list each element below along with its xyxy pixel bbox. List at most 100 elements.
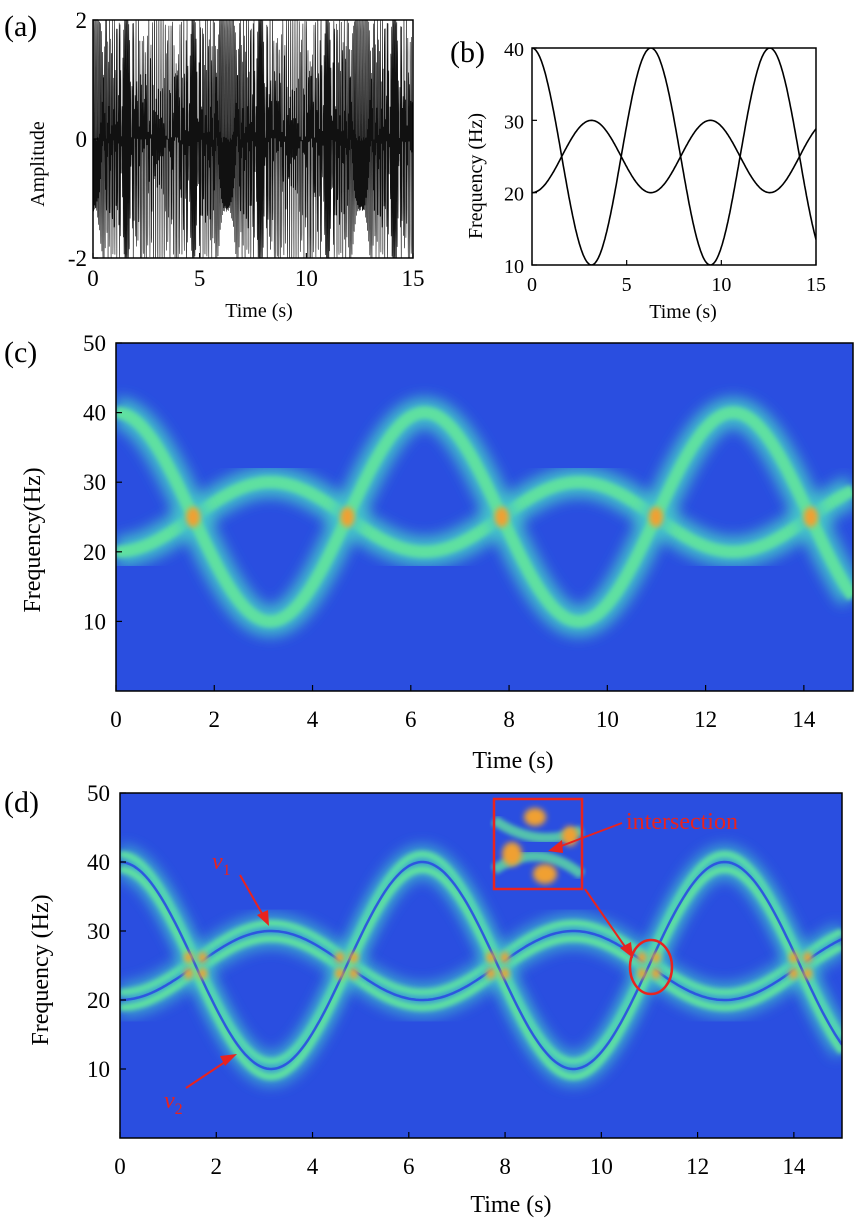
d-ytick-label: 10 [87, 1057, 110, 1082]
d-ytick-label: 40 [87, 850, 110, 875]
intersection-inset [491, 797, 586, 891]
d-intersection-hotspot [500, 968, 510, 979]
arrowhead-v2 [220, 1054, 237, 1066]
arrow-inset-link [584, 888, 629, 952]
d-xtick-label: 12 [686, 1154, 709, 1179]
ylabel-b: Frequency (Hz) [465, 113, 487, 239]
a-ytick-label: 2 [76, 8, 88, 33]
d-intersection-hotspot [637, 968, 647, 979]
c-xtick-label: 0 [110, 707, 122, 732]
c-xtick-label: 2 [209, 707, 221, 732]
a-xtick-label: 10 [295, 266, 318, 291]
b-ytick-label: 10 [504, 256, 524, 278]
d-xtick-label: 10 [590, 1154, 613, 1179]
inset-hotspot [524, 808, 546, 826]
panel-d: (d) 0 2 4 6 8 10 12 14 10 20 30 40 50 Time (s) Frequ… [4, 781, 843, 1218]
d-ytick-label: 20 [87, 988, 110, 1013]
c-xtick-label: 10 [596, 707, 619, 732]
xlabel-a: Time (s) [225, 300, 293, 322]
d-ytick-label: 30 [87, 919, 110, 944]
d-intersection-hotspot [198, 968, 208, 979]
c-xtick-label: 4 [307, 707, 319, 732]
a-xtick-label: 5 [194, 266, 206, 291]
arrowhead-intersection [548, 840, 563, 853]
arrowhead-v1 [257, 910, 269, 926]
ridge-v2-1 [120, 866, 842, 1081]
c-xtick-label: 6 [405, 707, 417, 732]
d-intersection-hotspot [651, 968, 661, 979]
d-xtick-label: 4 [307, 1154, 319, 1179]
d-intersection-hotspot [637, 952, 647, 963]
d-intersection-hotspot [803, 968, 813, 979]
signal-line [93, 20, 413, 258]
intersection-circle [628, 938, 674, 996]
ridge-gap-v2 [120, 860, 842, 1071]
inset-frame [492, 797, 584, 891]
c-ytick-label: 40 [83, 401, 106, 426]
if-curve-v1 [532, 119, 816, 194]
a-ytick-label: 0 [76, 127, 88, 152]
panel-label-c: (c) [4, 336, 37, 369]
d-intersection-hotspot [651, 952, 661, 963]
b-ytick-label: 40 [504, 39, 524, 61]
signal-waveform [93, 20, 413, 258]
a-xtick-label: 15 [402, 266, 425, 291]
panel-c: (c) 0 2 4 6 8 10 12 14 10 20 30 40 50 Time (s) Frequ… [4, 331, 854, 774]
panel-label-a: (a) [4, 10, 37, 43]
d-intersection-hotspot [349, 968, 359, 979]
ylabel-a: Amplitude [27, 121, 49, 207]
c-ytick-label: 20 [83, 540, 106, 565]
c-ytick-label: 30 [83, 470, 106, 495]
d-intersection-hotspot [335, 968, 345, 979]
d-intersection-hotspot [803, 952, 813, 963]
xlabel-b: Time (s) [649, 301, 717, 323]
c-intersection-hotspot [803, 507, 818, 527]
xlabel-c: Time (s) [472, 748, 553, 774]
d-intersection-hotspot [500, 952, 510, 963]
c-xtick-label: 8 [503, 707, 515, 732]
a-ytick-label: -2 [68, 246, 87, 271]
ridge-gap-v1 [120, 929, 842, 1002]
d-intersection-hotspot [486, 952, 496, 963]
inset-hotspot [533, 864, 557, 884]
axes-frame-d [119, 792, 843, 1139]
b-ytick-label: 20 [504, 184, 524, 206]
d-xtick-label: 8 [499, 1154, 511, 1179]
d-xtick-label: 6 [403, 1154, 415, 1179]
panel-label-b: (b) [450, 36, 485, 69]
c-intersection-hotspot [340, 507, 355, 527]
ridge-v1-1 [120, 935, 842, 1012]
d-ytick-label: 50 [87, 781, 110, 806]
d-intersection-hotspot [349, 952, 359, 963]
ridge-v1 [116, 476, 853, 558]
axes-frame-b [531, 47, 817, 266]
c-xtick-label: 12 [694, 707, 717, 732]
d-intersection-hotspot [184, 968, 194, 979]
inset-ridge [491, 851, 586, 879]
a-xtick-label: 0 [87, 266, 99, 291]
b-xtick-label: 0 [527, 274, 537, 296]
arrow-intersection [555, 822, 623, 849]
ylabel-c: Frequency(Hz) [20, 467, 46, 612]
panel-b: (b) 0 5 10 15 10 20 30 40 Time (s) Frequency (H… [450, 36, 826, 323]
ridge-v2 [116, 406, 853, 628]
b-xtick-label: 10 [711, 274, 731, 296]
if-curve-v2 [532, 48, 816, 265]
c-ytick-label: 10 [83, 609, 106, 634]
b-ytick-label: 30 [504, 111, 524, 133]
d-xtick-label: 0 [114, 1154, 126, 1179]
c-xtick-label: 14 [792, 707, 816, 732]
annotation-v1: v1 [212, 849, 231, 879]
d-xtick-label: 2 [211, 1154, 223, 1179]
c-intersection-hotspot [186, 507, 201, 527]
axes-frame-c [115, 342, 854, 692]
d-intersection-hotspot [184, 952, 194, 963]
d-intersection-hotspot [486, 968, 496, 979]
arrow-v2 [185, 1059, 229, 1089]
d-intersection-hotspot [198, 952, 208, 963]
ridge-v1-0 [120, 919, 842, 996]
annotation-v2: v2 [164, 1088, 183, 1118]
c-intersection-hotspot [494, 507, 509, 527]
annotation-intersection: intersection [626, 809, 738, 835]
